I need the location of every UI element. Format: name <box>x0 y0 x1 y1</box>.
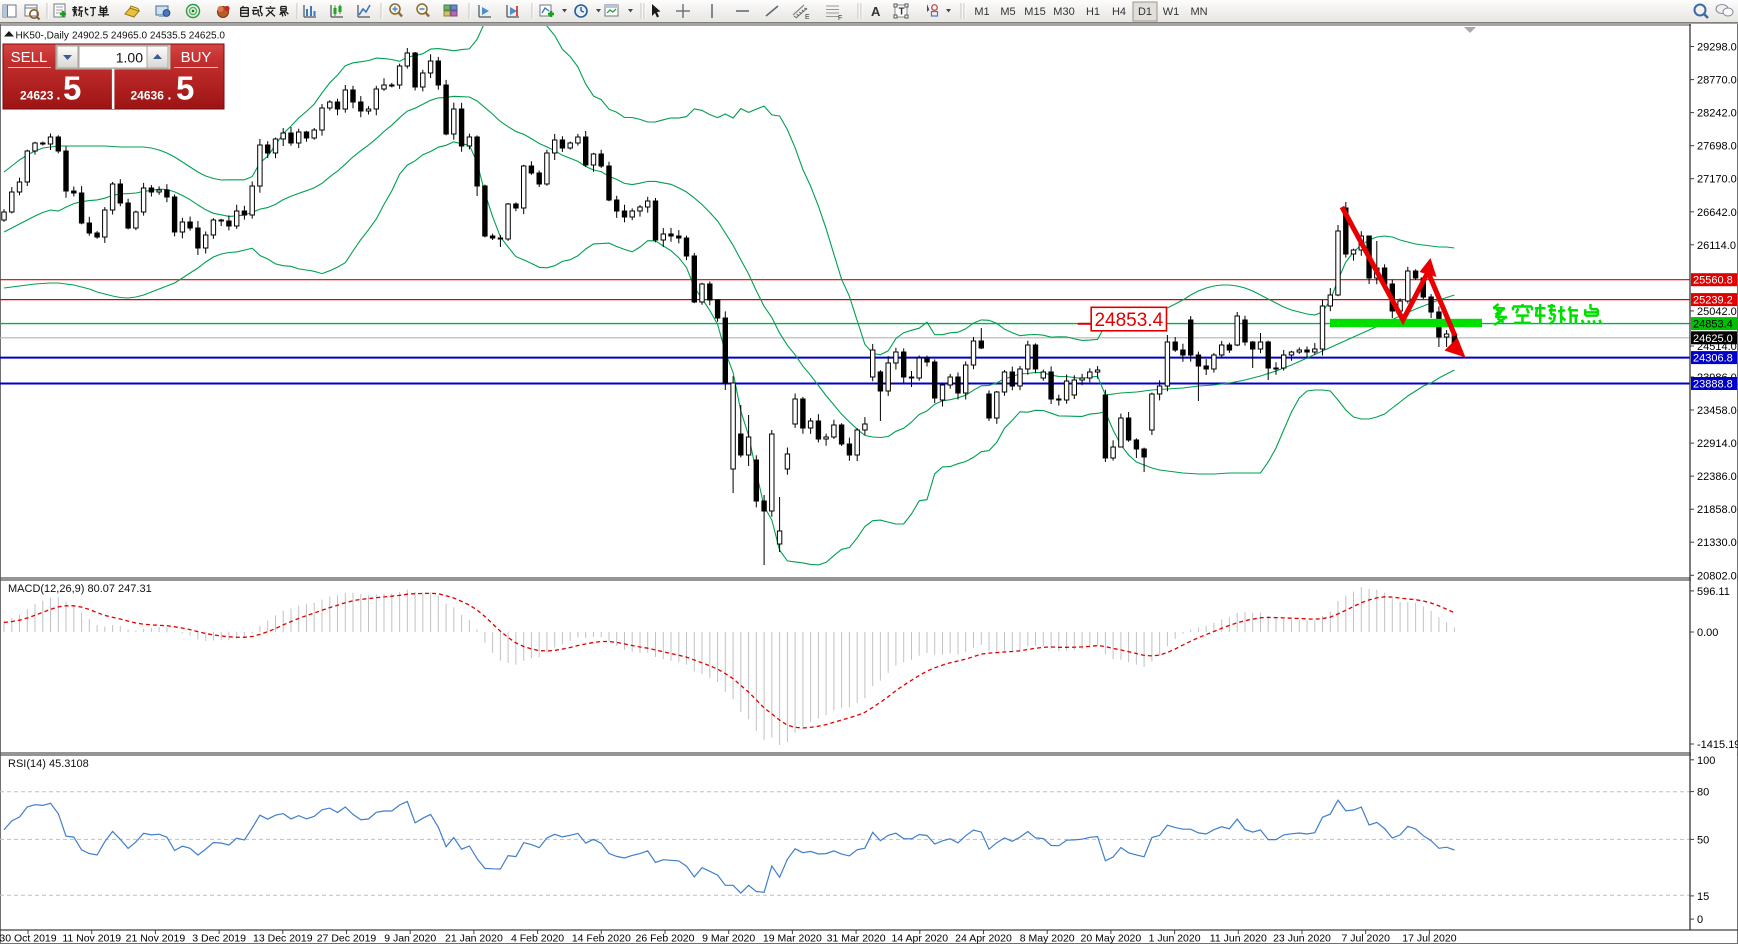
svg-text:29298.0: 29298.0 <box>1697 42 1737 54</box>
svg-text:23458.0: 23458.0 <box>1697 405 1737 417</box>
svg-text:5: 5 <box>176 70 194 107</box>
svg-text:596.11: 596.11 <box>1697 586 1730 598</box>
svg-text:0: 0 <box>1697 914 1703 926</box>
svg-text:4 Feb 2020: 4 Feb 2020 <box>511 933 564 944</box>
svg-text:11 Jun 2020: 11 Jun 2020 <box>1210 933 1267 944</box>
svg-text:9 Mar 2020: 9 Mar 2020 <box>702 933 755 944</box>
svg-text:21 Nov 2019: 21 Nov 2019 <box>126 933 186 944</box>
svg-text:5: 5 <box>63 70 81 107</box>
svg-text:21 Jan 2020: 21 Jan 2020 <box>445 933 503 944</box>
svg-text:MN: MN <box>1190 6 1207 18</box>
svg-text:BUY: BUY <box>181 49 212 66</box>
svg-text:24636: 24636 <box>131 89 165 103</box>
svg-text:-1415.19: -1415.19 <box>1697 739 1738 751</box>
svg-text:SELL: SELL <box>11 49 48 66</box>
svg-text:11 Nov 2019: 11 Nov 2019 <box>62 933 121 944</box>
svg-text:7 Jul 2020: 7 Jul 2020 <box>1341 933 1390 944</box>
svg-text:M1: M1 <box>974 6 989 18</box>
svg-text:1.00: 1.00 <box>116 50 143 66</box>
svg-text:25042.0: 25042.0 <box>1697 306 1737 318</box>
svg-text:24853.4: 24853.4 <box>1094 310 1163 331</box>
svg-text:80: 80 <box>1697 787 1709 799</box>
svg-text:M15: M15 <box>1024 6 1045 18</box>
svg-text:27170.0: 27170.0 <box>1697 174 1737 186</box>
svg-text:F: F <box>838 15 842 22</box>
svg-text:8 May 2020: 8 May 2020 <box>1020 933 1075 944</box>
svg-text:23 Jun 2020: 23 Jun 2020 <box>1273 933 1331 944</box>
svg-text:A: A <box>871 4 881 19</box>
svg-text:28770.0: 28770.0 <box>1697 75 1737 87</box>
svg-text:0.00: 0.00 <box>1697 627 1718 639</box>
svg-text:19 Mar 2020: 19 Mar 2020 <box>763 933 822 944</box>
svg-text:H4: H4 <box>1112 6 1126 18</box>
svg-text:25239.2: 25239.2 <box>1693 295 1733 307</box>
svg-text:22914.0: 22914.0 <box>1697 438 1737 450</box>
svg-text:.: . <box>57 87 61 103</box>
svg-text:M30: M30 <box>1053 6 1074 18</box>
svg-text:21330.0: 21330.0 <box>1697 537 1737 549</box>
svg-text:22386.0: 22386.0 <box>1697 471 1737 483</box>
svg-text:26642.0: 26642.0 <box>1697 207 1737 219</box>
svg-text:E: E <box>805 14 810 21</box>
svg-text:15: 15 <box>1697 891 1709 903</box>
svg-text:9 Jan 2020: 9 Jan 2020 <box>384 933 436 944</box>
svg-text:D1: D1 <box>1138 6 1152 18</box>
svg-text:3 Dec 2019: 3 Dec 2019 <box>192 933 246 944</box>
svg-text:.: . <box>168 87 172 103</box>
svg-text:HK50-,Daily: HK50-,Daily <box>16 31 69 42</box>
svg-text:20802.0: 20802.0 <box>1697 570 1737 582</box>
svg-text:13 Dec 2019: 13 Dec 2019 <box>253 933 313 944</box>
svg-text:RSI(14) 45.3108: RSI(14) 45.3108 <box>8 758 89 770</box>
svg-text:21858.0: 21858.0 <box>1697 504 1737 516</box>
svg-text:27698.0: 27698.0 <box>1697 141 1737 153</box>
svg-text:23888.8: 23888.8 <box>1693 379 1733 391</box>
svg-text:25560.8: 25560.8 <box>1693 275 1733 287</box>
svg-text:M5: M5 <box>1000 6 1015 18</box>
svg-text:26114.0: 26114.0 <box>1697 240 1736 252</box>
svg-text:26 Feb 2020: 26 Feb 2020 <box>636 933 695 944</box>
svg-text:50: 50 <box>1697 834 1709 846</box>
svg-text:17 Jul 2020: 17 Jul 2020 <box>1402 933 1456 944</box>
svg-text:24 Apr 2020: 24 Apr 2020 <box>955 933 1012 944</box>
svg-text:1 Jun 2020: 1 Jun 2020 <box>1149 933 1201 944</box>
svg-text:T: T <box>899 7 905 18</box>
svg-text:24306.8: 24306.8 <box>1693 353 1733 365</box>
svg-text:28242.0: 28242.0 <box>1697 108 1737 120</box>
svg-text:100: 100 <box>1697 755 1715 767</box>
svg-text:MACD(12,26,9) 80.07 247.31: MACD(12,26,9) 80.07 247.31 <box>8 583 152 595</box>
svg-text:31 Mar 2020: 31 Mar 2020 <box>827 933 886 944</box>
svg-text:20 May 2020: 20 May 2020 <box>1081 933 1142 944</box>
svg-text:24853.4: 24853.4 <box>1693 319 1733 331</box>
svg-text:W1: W1 <box>1163 6 1180 18</box>
svg-text:14 Apr 2020: 14 Apr 2020 <box>891 933 948 944</box>
svg-text:24902.5 24965.0 24535.5 24625.: 24902.5 24965.0 24535.5 24625.0 <box>72 31 225 42</box>
svg-text:14 Feb 2020: 14 Feb 2020 <box>572 933 631 944</box>
svg-text:30 Oct 2019: 30 Oct 2019 <box>0 933 57 944</box>
svg-text:24625.0: 24625.0 <box>1693 333 1733 345</box>
svg-text:27 Dec 2019: 27 Dec 2019 <box>317 933 377 944</box>
svg-text:24623: 24623 <box>20 89 54 103</box>
svg-text:H1: H1 <box>1086 6 1100 18</box>
